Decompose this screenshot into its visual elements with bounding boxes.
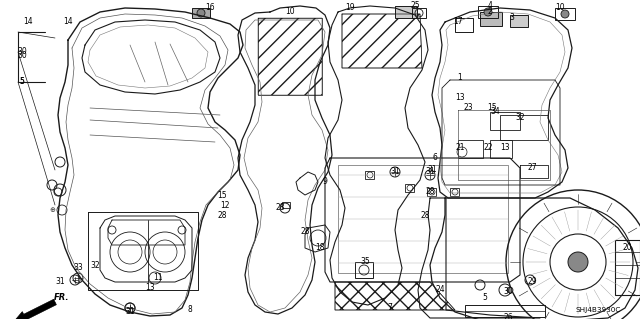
Bar: [490, 140, 512, 158]
Text: 16: 16: [205, 4, 215, 12]
Text: 15: 15: [217, 190, 227, 199]
Text: 23: 23: [463, 103, 473, 113]
Bar: [490, 112, 520, 130]
Text: 35: 35: [360, 257, 370, 266]
Circle shape: [197, 9, 205, 17]
Text: 2: 2: [488, 8, 492, 17]
Circle shape: [561, 10, 569, 18]
Text: 1: 1: [458, 73, 462, 83]
Text: 26: 26: [503, 314, 513, 319]
Text: 28: 28: [420, 211, 429, 219]
Text: 31: 31: [55, 278, 65, 286]
Bar: [555, 8, 575, 20]
Text: 29: 29: [527, 278, 537, 286]
Text: 12: 12: [220, 201, 230, 210]
Text: 15: 15: [487, 103, 497, 113]
Text: 18: 18: [316, 243, 324, 253]
Text: 11: 11: [153, 273, 163, 283]
Text: 31: 31: [125, 308, 135, 316]
Bar: [478, 6, 498, 18]
Circle shape: [507, 287, 513, 293]
Text: 13: 13: [500, 144, 510, 152]
Text: 22: 22: [483, 144, 493, 152]
Bar: [510, 15, 528, 27]
Bar: [458, 140, 483, 158]
Text: 31: 31: [425, 167, 435, 176]
Text: 30: 30: [17, 50, 27, 60]
Text: 13: 13: [145, 284, 155, 293]
Text: 30: 30: [503, 287, 513, 296]
Text: 30: 30: [17, 48, 27, 56]
Text: SHJ4B3930C: SHJ4B3930C: [575, 307, 621, 313]
Text: 10: 10: [285, 8, 295, 17]
Bar: [338, 165, 508, 273]
Bar: [450, 188, 459, 196]
Bar: [355, 262, 373, 278]
Bar: [455, 18, 473, 32]
Bar: [282, 202, 290, 208]
Text: 5: 5: [483, 293, 488, 302]
Text: 27: 27: [527, 164, 537, 173]
Text: 3: 3: [509, 13, 515, 23]
Text: 5: 5: [20, 78, 24, 86]
Bar: [500, 115, 548, 140]
Text: 6: 6: [433, 153, 437, 162]
Text: 28: 28: [425, 188, 435, 197]
Text: 4: 4: [488, 2, 492, 11]
Circle shape: [484, 8, 492, 16]
Bar: [192, 8, 210, 18]
Text: 17: 17: [453, 18, 463, 26]
Text: 28: 28: [275, 204, 285, 212]
Text: FR.: FR.: [54, 293, 70, 302]
Text: 5: 5: [20, 78, 24, 86]
Text: 8: 8: [188, 306, 193, 315]
Circle shape: [568, 252, 588, 272]
Text: 9: 9: [323, 177, 328, 187]
Text: 31: 31: [390, 167, 400, 176]
Text: 31: 31: [427, 166, 437, 174]
Text: 28: 28: [300, 227, 310, 236]
Text: 7: 7: [388, 303, 392, 313]
Text: 32: 32: [515, 114, 525, 122]
Text: 13: 13: [455, 93, 465, 102]
Bar: [427, 188, 436, 196]
Text: 19: 19: [345, 4, 355, 12]
Text: 10: 10: [555, 4, 565, 12]
Text: ⊕: ⊕: [49, 207, 55, 213]
Bar: [465, 305, 545, 317]
FancyArrow shape: [12, 299, 56, 319]
Bar: [405, 184, 414, 192]
Bar: [412, 8, 426, 18]
Text: 24: 24: [435, 286, 445, 294]
Bar: [615, 240, 640, 295]
Bar: [480, 12, 502, 26]
Text: 28: 28: [217, 211, 227, 219]
Bar: [395, 6, 417, 18]
Text: 14: 14: [23, 18, 33, 26]
Text: 21: 21: [455, 144, 465, 152]
Text: 34: 34: [490, 108, 500, 116]
Bar: [365, 171, 374, 179]
Text: 25: 25: [410, 2, 420, 11]
Text: 32: 32: [90, 261, 100, 270]
Text: 33: 33: [73, 263, 83, 272]
Text: 20: 20: [622, 243, 632, 253]
Text: 14: 14: [63, 18, 73, 26]
